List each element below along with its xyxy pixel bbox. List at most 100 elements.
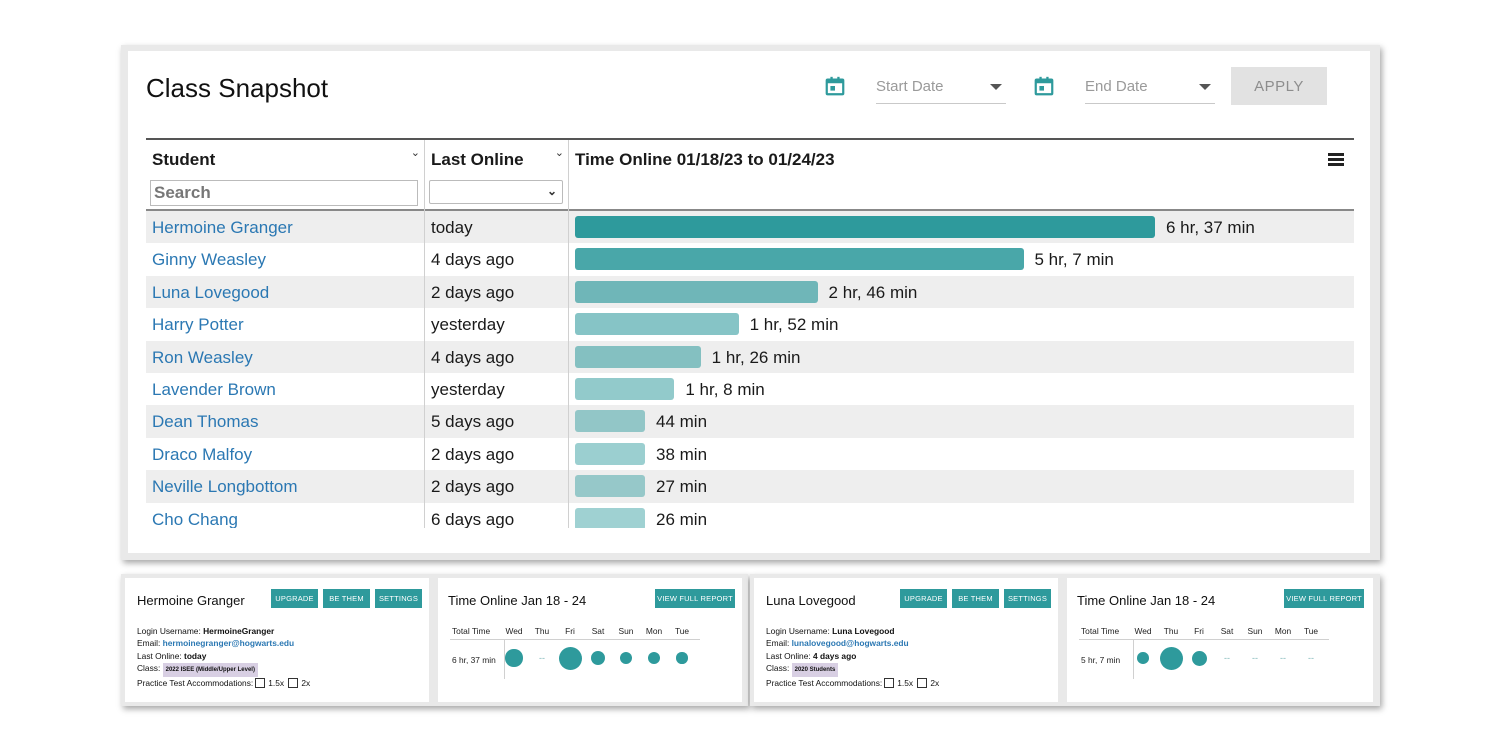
total-time-value: 6 hr, 37 min <box>452 655 496 665</box>
column-header-last-online[interactable]: Last Online ⌄ ⌄ <box>425 140 569 211</box>
email-link[interactable]: lunalovegood@hogwarts.edu <box>791 638 909 649</box>
total-time-header: Total Time <box>452 626 491 636</box>
accommodation-2x-checkbox[interactable] <box>288 678 299 689</box>
no-time-marker: -- <box>539 653 545 663</box>
daily-time-dot <box>1137 652 1149 664</box>
start-date-select[interactable]: Start Date <box>876 68 1006 104</box>
calendar-icon[interactable] <box>824 75 846 97</box>
class-label: Class: <box>766 662 790 673</box>
student-name-link[interactable]: Neville Longbottom <box>146 470 425 503</box>
accommodation-1-5x-checkbox[interactable] <box>255 678 266 689</box>
accommodation-2x-checkbox[interactable] <box>917 678 928 689</box>
time-online-title: Time Online Jan 18 - 24 <box>448 593 587 608</box>
time-online-bar <box>575 313 739 336</box>
end-date-placeholder: End Date <box>1085 78 1148 95</box>
no-time-marker: -- <box>1252 653 1258 663</box>
last-online-label: Last Online: <box>137 650 182 661</box>
table-row: Neville Longbottom 2 days ago 27 min <box>146 470 1354 503</box>
time-online-label: 1 hr, 26 min <box>711 347 801 367</box>
view-full-report-button[interactable]: VIEW FULL REPORT <box>655 589 735 608</box>
weekly-time-grid: Total Time 6 hr, 37 min Wed Thu -- Fri Sat Sun M… <box>450 626 702 686</box>
grid-divider <box>504 639 505 679</box>
last-online-value: 5 days ago <box>425 405 569 438</box>
day-header: Fri <box>565 626 575 636</box>
day-header: Thu <box>1163 626 1179 636</box>
grid-divider <box>450 639 700 640</box>
student-name-link[interactable]: Draco Malfoy <box>146 437 425 471</box>
time-online-cell: 44 min <box>569 405 1354 437</box>
day-header: Tue <box>674 626 690 636</box>
accommodation-1-5x-label: 1.5x <box>268 678 285 689</box>
table-row: Harry Potter yesterday 1 hr, 52 min <box>146 308 1354 341</box>
apply-button[interactable]: APPLY <box>1231 67 1327 105</box>
student-name-link[interactable]: Harry Potter <box>146 308 425 341</box>
time-online-title: Time Online Jan 18 - 24 <box>1077 593 1216 608</box>
hamburger-menu-icon[interactable] <box>1328 153 1344 166</box>
settings-button[interactable]: SETTINGS <box>1004 589 1051 608</box>
upgrade-button[interactable]: UPGRADE <box>900 589 947 608</box>
chevron-down-icon: ⌄ <box>546 184 557 198</box>
table-header: Student ⌄ Last Online ⌄ ⌄ Time Online 01… <box>146 138 1354 211</box>
be-them-button[interactable]: BE THEM <box>952 589 999 608</box>
column-label-last-online: Last Online <box>431 150 524 169</box>
student-detail-frame: Hermoine Granger UPGRADE BE THEM SETTING… <box>121 574 748 706</box>
username-value: Luna Lovegood <box>832 626 895 636</box>
day-header: Sun <box>618 626 634 636</box>
view-full-report-button[interactable]: VIEW FULL REPORT <box>1284 589 1364 608</box>
student-name-link[interactable]: Ron Weasley <box>146 340 425 373</box>
time-online-cell: 1 hr, 8 min <box>569 373 1354 405</box>
student-name-link[interactable]: Hermoine Granger <box>146 211 425 244</box>
time-online-label: 1 hr, 8 min <box>685 379 765 399</box>
student-name-link[interactable]: Lavender Brown <box>146 372 425 406</box>
settings-button[interactable]: SETTINGS <box>375 589 422 608</box>
time-online-cell: 1 hr, 52 min <box>569 308 1354 340</box>
student-profile-panel: Hermoine Granger UPGRADE BE THEM SETTING… <box>125 578 429 702</box>
be-them-button[interactable]: BE THEM <box>323 589 370 608</box>
last-online-value: today <box>425 211 569 244</box>
time-online-label: 1 hr, 52 min <box>749 315 839 335</box>
time-online-bar <box>575 345 701 368</box>
chevron-down-icon[interactable]: ⌄ <box>410 147 420 159</box>
time-online-cell: 6 hr, 37 min <box>569 211 1354 243</box>
daily-time-dot <box>558 646 582 670</box>
time-online-cell: 5 hr, 7 min <box>569 243 1354 275</box>
column-label-time-online: Time Online 01/18/23 to 01/24/23 <box>575 150 835 169</box>
chevron-down-icon <box>1199 84 1211 90</box>
day-header: Mon <box>1274 626 1292 636</box>
last-online-value: 4 days ago <box>813 650 857 661</box>
student-name-link[interactable]: Dean Thomas <box>146 405 425 438</box>
chevron-down-icon[interactable]: ⌄ <box>554 147 564 159</box>
last-online-value: 2 days ago <box>425 437 569 471</box>
email-link[interactable]: hermoinegranger@hogwarts.edu <box>162 638 295 649</box>
student-detail-frame: Luna Lovegood UPGRADE BE THEM SETTINGS L… <box>750 574 1380 706</box>
search-input[interactable] <box>150 180 418 206</box>
table-row: Ginny Weasley 4 days ago 5 hr, 7 min <box>146 243 1354 276</box>
daily-time-dot <box>647 651 661 665</box>
accommodation-1-5x-checkbox[interactable] <box>884 678 895 689</box>
grid-divider <box>1079 639 1329 640</box>
students-table: Student ⌄ Last Online ⌄ ⌄ Time Online 01… <box>146 138 1354 528</box>
calendar-icon[interactable] <box>1033 75 1055 97</box>
page-title: Class Snapshot <box>146 73 329 103</box>
time-online-bar <box>575 507 645 528</box>
upgrade-button[interactable]: UPGRADE <box>271 589 318 608</box>
time-online-label: 2 hr, 46 min <box>828 282 918 302</box>
day-header: Sat <box>1220 626 1234 636</box>
last-online-filter-select[interactable]: ⌄ <box>429 180 563 204</box>
time-online-bar <box>575 475 645 498</box>
student-name-link[interactable]: Luna Lovegood <box>146 275 425 309</box>
time-online-cell: 1 hr, 26 min <box>569 341 1354 373</box>
last-online-value: 6 days ago <box>425 502 569 528</box>
day-header: Fri <box>1194 626 1204 636</box>
student-name-link[interactable]: Ginny Weasley <box>146 243 425 276</box>
student-name-link[interactable]: Cho Chang <box>146 502 425 528</box>
end-date-select[interactable]: End Date <box>1085 68 1215 104</box>
class-snapshot-frame: Class Snapshot Start Date End Date APPLY <box>121 45 1380 560</box>
column-header-student[interactable]: Student ⌄ <box>146 140 425 211</box>
no-time-marker: -- <box>1224 653 1230 663</box>
table-row: Dean Thomas 5 days ago 44 min <box>146 405 1354 438</box>
last-online-value: 4 days ago <box>425 340 569 373</box>
accommodation-1-5x-label: 1.5x <box>897 678 914 689</box>
last-online-value: 4 days ago <box>425 243 569 276</box>
time-online-panel: Time Online Jan 18 - 24 VIEW FULL REPORT… <box>438 578 742 702</box>
